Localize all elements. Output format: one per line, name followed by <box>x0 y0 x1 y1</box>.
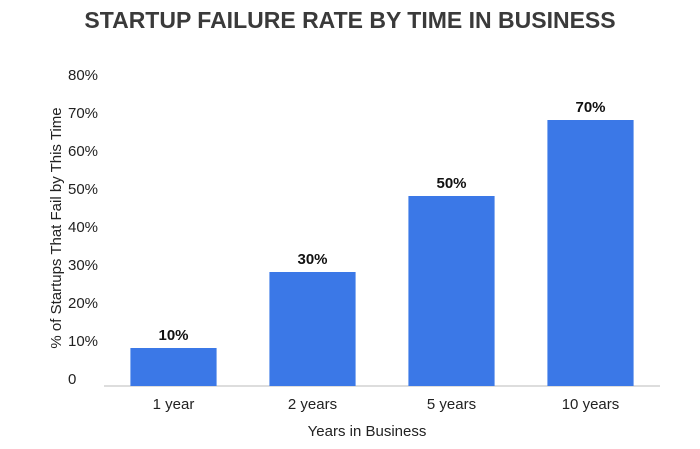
bar <box>130 348 217 386</box>
bar <box>547 120 634 386</box>
y-tick-label: 10% <box>68 333 98 350</box>
x-tick-label: 2 years <box>288 396 337 413</box>
bar <box>408 196 495 386</box>
value-label: 30% <box>297 251 327 268</box>
value-label: 70% <box>575 99 605 116</box>
value-label: 50% <box>436 175 466 192</box>
x-axis-title: Years in Business <box>308 423 427 440</box>
chart-title: STARTUP FAILURE RATE BY TIME IN BUSINESS <box>84 7 615 33</box>
x-tick-label: 10 years <box>562 396 620 413</box>
y-tick-label: 30% <box>68 257 98 274</box>
y-tick-label: 20% <box>68 295 98 312</box>
y-axis-title: % of Startups That Fail by This Time <box>48 107 65 348</box>
y-tick-label: 50% <box>68 181 98 198</box>
y-tick-label: 70% <box>68 105 98 122</box>
value-label: 10% <box>158 327 188 344</box>
y-tick-label: 40% <box>68 219 98 236</box>
x-tick-label: 5 years <box>427 396 476 413</box>
y-tick-label: 60% <box>68 143 98 160</box>
bar <box>269 272 356 386</box>
x-tick-label: 1 year <box>153 396 195 413</box>
y-tick-label: 80% <box>68 67 98 84</box>
y-tick-label: 0 <box>68 371 76 388</box>
